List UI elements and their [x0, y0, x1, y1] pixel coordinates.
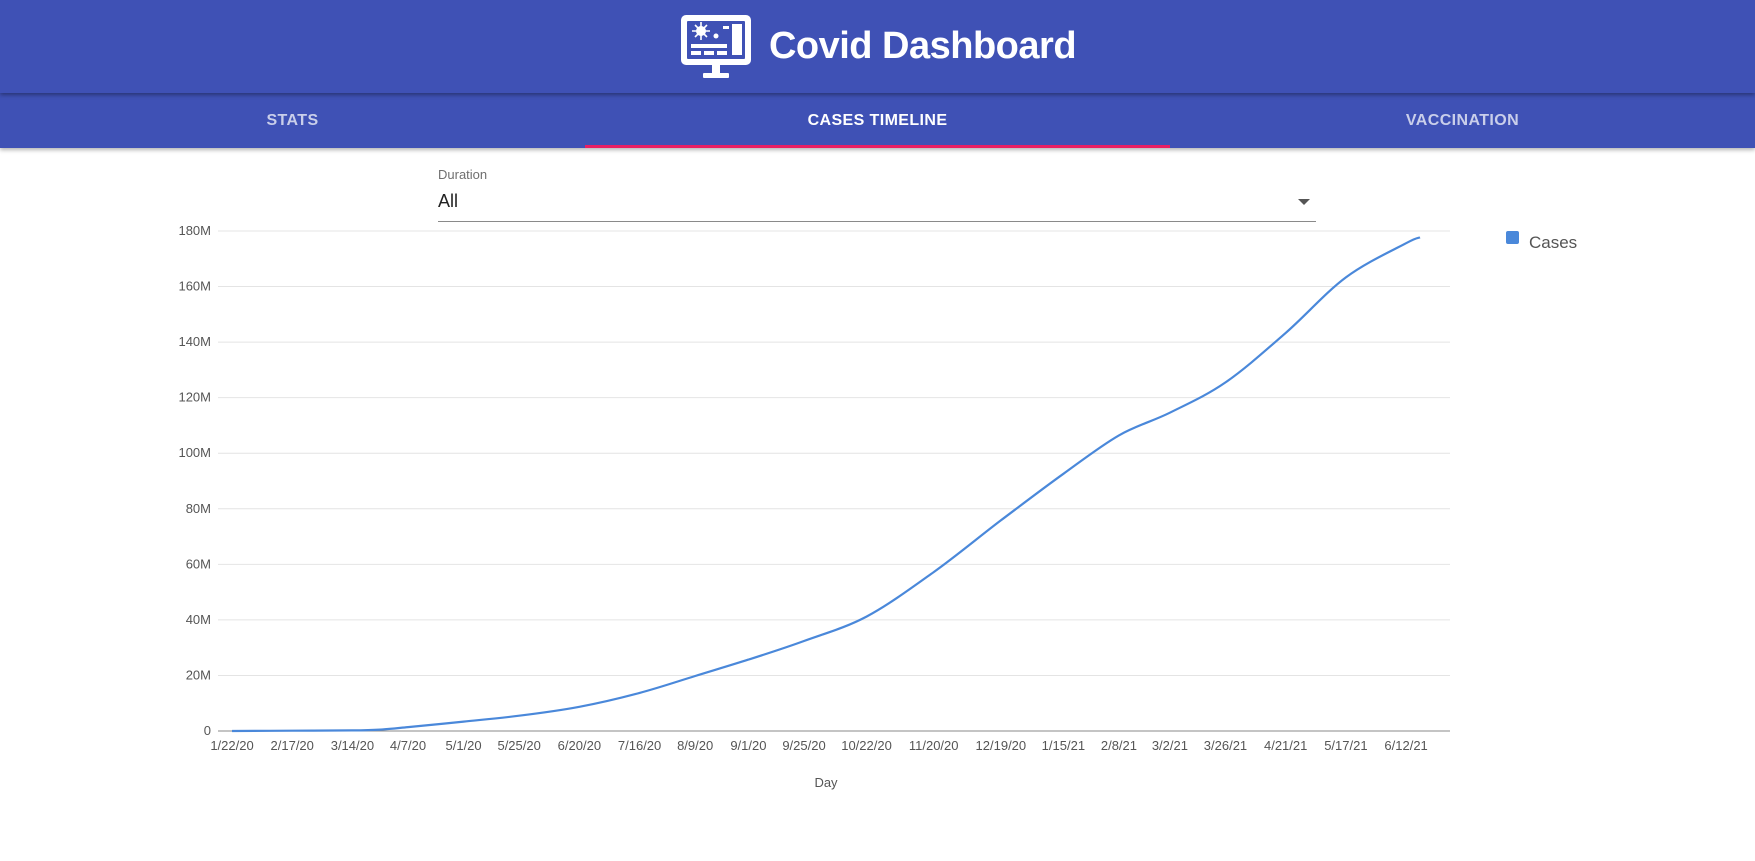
chart-series [231, 236, 1421, 733]
x-axis-title: Day [814, 775, 838, 790]
series-line-cases [231, 236, 1421, 733]
x-tick-label: 3/14/20 [331, 738, 374, 753]
legend-swatch-cases [1506, 231, 1519, 244]
y-tick-label: 180M [178, 223, 211, 238]
tab-bar: STATS CASES TIMELINE VACCINATION [0, 93, 1755, 148]
x-tick-label: 9/25/20 [782, 738, 825, 753]
x-tick-label: 3/26/21 [1204, 738, 1247, 753]
duration-select-value: All [438, 191, 459, 211]
x-tick-label: 2/17/20 [271, 738, 314, 753]
dropdown-arrow-icon[interactable] [1298, 199, 1310, 205]
tab-stats[interactable]: STATS [0, 93, 585, 148]
y-tick-label: 0 [204, 723, 211, 738]
tab-vaccination-label: VACCINATION [1405, 111, 1520, 129]
active-tab-indicator [585, 145, 1170, 148]
duration-select[interactable]: Duration All [438, 165, 1316, 222]
y-tick-label: 160M [178, 279, 211, 294]
x-tick-label: 5/17/21 [1324, 738, 1367, 753]
x-tick-label: 10/22/20 [841, 738, 892, 753]
app-bar: Covid Dashboard [0, 0, 1755, 93]
y-tick-label: 140M [178, 334, 211, 349]
y-axis-ticks: 0 20M 40M 60M 80M 100M 120M 140M 160M 180M [178, 223, 211, 738]
y-tick-label: 80M [186, 501, 211, 516]
x-tick-label: 11/20/20 [909, 738, 959, 753]
tab-vaccination[interactable]: VACCINATION [1170, 93, 1755, 148]
x-tick-label: 5/25/20 [497, 738, 540, 753]
y-tick-label: 100M [178, 445, 211, 460]
x-tick-label: 8/9/20 [677, 738, 713, 753]
x-tick-label: 6/20/20 [558, 738, 601, 753]
x-tick-label: 3/2/21 [1152, 738, 1188, 753]
x-tick-label: 4/21/21 [1264, 738, 1307, 753]
tab-stats-label: STATS [266, 111, 319, 129]
x-axis-ticks: 1/22/20 2/17/20 3/14/20 4/7/20 5/1/20 5/25/20… [210, 738, 1427, 753]
x-tick-label: 6/12/21 [1384, 738, 1427, 753]
y-tick-label: 20M [186, 667, 211, 682]
dashboard-monitor-icon [680, 14, 751, 78]
y-tick-label: 120M [178, 390, 211, 405]
y-tick-label: 60M [186, 556, 211, 571]
chart-legend[interactable]: Cases [1506, 231, 1577, 252]
x-tick-label: 12/19/20 [976, 738, 1027, 753]
duration-select-label: Duration [438, 167, 488, 182]
tab-cases-timeline[interactable]: CASES TIMELINE [585, 93, 1170, 148]
x-tick-label: 2/8/21 [1101, 738, 1137, 753]
app-title: Covid Dashboard [768, 25, 1077, 67]
x-tick-label: 7/16/20 [618, 738, 661, 753]
x-tick-label: 9/1/20 [730, 738, 766, 753]
tab-cases-timeline-label: CASES TIMELINE [807, 111, 948, 129]
x-tick-label: 1/22/20 [210, 738, 253, 753]
brand: Covid Dashboard [679, 13, 1077, 81]
x-tick-label: 1/15/21 [1042, 738, 1085, 753]
x-tick-label: 5/1/20 [446, 738, 482, 753]
legend-label-cases: Cases [1529, 233, 1577, 252]
y-tick-label: 40M [186, 612, 211, 627]
chart-gridlines [218, 230, 1450, 732]
x-tick-label: 4/7/20 [390, 738, 426, 753]
